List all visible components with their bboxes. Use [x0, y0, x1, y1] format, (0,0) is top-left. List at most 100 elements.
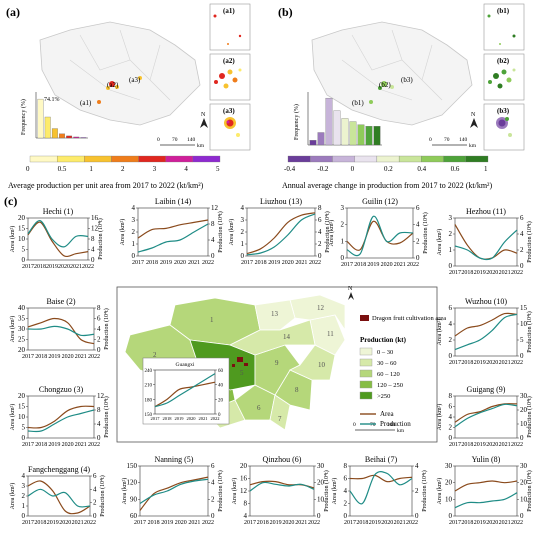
production-class-swatch: [359, 369, 373, 378]
area-axis-label: Area (km²): [436, 478, 443, 505]
scale-c-140: 140: [387, 422, 396, 428]
x-tick-label: 2022: [88, 354, 100, 360]
production-class-label: >250: [377, 393, 390, 400]
legend-b-swatch: [287, 155, 311, 163]
hist-bar: [73, 136, 80, 139]
area-tick-label: 4: [132, 204, 136, 212]
chart-title: Beihai (7): [365, 455, 398, 464]
area-tick-label: 2: [449, 424, 453, 432]
prod-tick-label: 0: [317, 512, 321, 520]
prod-tick-label: 2: [93, 499, 97, 507]
prod-tick-label: 30: [317, 462, 325, 470]
x-tick-label: 2021: [188, 260, 200, 266]
x-tick-label: 2022: [202, 260, 214, 266]
x-tick-label: 2020: [175, 520, 187, 526]
area-tick-label: 4: [449, 413, 453, 421]
inset-label-a1: (a1): [223, 7, 235, 15]
production-axis-label: Production (10⁴t): [526, 396, 533, 438]
panel-a: (a) (a2) (a3) (a1) Frequency (%) 74.1% 0…: [6, 3, 251, 190]
inset-label-b1: (b1): [497, 7, 510, 15]
area-series-line: [27, 221, 89, 258]
x-tick-label: 2019: [474, 270, 486, 276]
chart-axes: [139, 465, 209, 517]
x-tick-label: 2018: [461, 442, 473, 448]
area-tick-label: 2: [132, 228, 136, 236]
production-series-line: [137, 223, 209, 253]
legend-b-swatches: -0.4 -0.2 0 0.2 0.4 0.6 1: [284, 155, 489, 173]
scale-b-140: 140: [459, 137, 468, 143]
hist-bar: [317, 132, 325, 146]
area-tick-label: 0: [449, 262, 453, 270]
hist-bar: [59, 133, 65, 139]
inset-label-a2: (a2): [223, 57, 235, 65]
prod-tick-label: 4: [93, 485, 97, 493]
hist-bar: [309, 140, 317, 146]
hist-a-pct-label: 74.1%: [44, 97, 60, 103]
legend-b-tick: 0.2: [384, 165, 393, 173]
prod-tick-label: 6: [93, 472, 97, 480]
north-label-c: N: [348, 286, 353, 292]
production-class-swatch: [359, 358, 373, 367]
prod-tick-label: 0: [416, 254, 420, 262]
inset-b1: (b1): [483, 3, 525, 51]
north-arrow-b-icon: N: [470, 112, 478, 128]
prod-tick-label: 0: [97, 346, 101, 354]
x-tick-label: 2017: [22, 354, 34, 360]
area-series-line: [349, 474, 413, 483]
area-tick-label: 16: [240, 475, 248, 483]
x-tick-label: 2021: [188, 520, 200, 526]
area-tick-label: 0: [341, 254, 345, 262]
area-series-line: [27, 317, 95, 345]
x-tick-label: 2020: [58, 264, 70, 270]
prod-tick-label: 4: [97, 325, 101, 333]
legend-b-swatch: [310, 155, 333, 163]
x-tick-label: 2020: [486, 360, 498, 366]
x-tick-label: 2021: [75, 354, 87, 360]
area-axis-label: Area (km²): [436, 229, 443, 256]
scale-bar-c: 0 70 140 km: [353, 422, 405, 434]
x-tick-label: 2018: [34, 264, 46, 270]
region-label-a2: (a2): [107, 81, 119, 89]
area-tick-label: 150: [127, 462, 138, 470]
x-tick-label: 2021: [295, 260, 307, 266]
prefecture-borders-b: [341, 29, 443, 101]
x-tick-label: 2018: [461, 270, 473, 276]
area-tick-label: 0: [449, 512, 453, 520]
inset-a3: (a3): [209, 103, 251, 151]
prod-tick-label: 8: [211, 220, 215, 228]
caption-a: Average production per unit area from 20…: [8, 181, 204, 190]
prod-tick-label: 0: [520, 512, 524, 520]
area-tick-label: 30: [18, 325, 26, 333]
dragon-fruit-swatch: [360, 315, 369, 321]
area-series-line: [454, 224, 518, 260]
prod-tick-label: 4: [415, 462, 419, 470]
chart-title: Laibin (14): [155, 197, 192, 206]
prod-tick-label: 2: [416, 237, 420, 245]
x-tick-label: 2018: [255, 260, 267, 266]
x-tick-label: 2020: [381, 262, 393, 268]
production-series-line: [349, 471, 413, 505]
legend-b-tick: -0.4: [284, 165, 296, 173]
x-tick-label: 2021: [72, 520, 84, 526]
dragon-fruit-hotspots: [232, 357, 248, 367]
area-tick-label: 3: [22, 482, 26, 490]
hist-bar: [365, 126, 373, 146]
area-tick-label: 0: [22, 256, 26, 264]
area-tick-label: 1: [341, 237, 345, 245]
area-series-line: [27, 480, 91, 515]
area-tick-label: 20: [18, 392, 26, 400]
chart-title: Yulin (8): [472, 455, 501, 464]
production-series-line: [27, 325, 95, 337]
hist-bar: [333, 110, 341, 146]
area-tick-label: 2: [344, 500, 348, 508]
prefecture-laibin: [229, 319, 316, 356]
production-series-line: [454, 229, 518, 261]
area-tick-label: 6: [449, 304, 453, 312]
legend-a-swatch: [165, 155, 194, 163]
x-tick-label: 2019: [474, 442, 486, 448]
area-tick-label: 1: [449, 246, 453, 254]
x-tick-label: 2022: [88, 442, 100, 448]
